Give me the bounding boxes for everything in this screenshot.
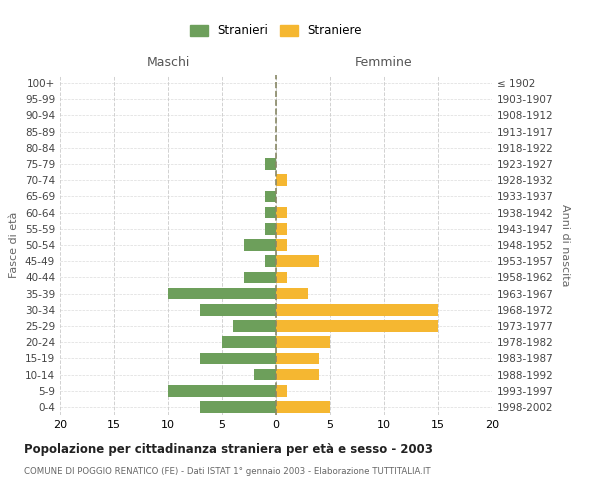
Bar: [276, 401, 330, 412]
Bar: [276, 385, 287, 396]
Bar: [265, 207, 276, 218]
Bar: [276, 256, 319, 267]
Bar: [200, 401, 276, 412]
Bar: [233, 320, 276, 332]
Bar: [168, 288, 276, 300]
Bar: [265, 158, 276, 170]
Y-axis label: Fasce di età: Fasce di età: [10, 212, 19, 278]
Bar: [200, 304, 276, 316]
Bar: [276, 320, 438, 332]
Text: Maschi: Maschi: [146, 56, 190, 68]
Bar: [276, 288, 308, 300]
Text: COMUNE DI POGGIO RENATICO (FE) - Dati ISTAT 1° gennaio 2003 - Elaborazione TUTTI: COMUNE DI POGGIO RENATICO (FE) - Dati IS…: [24, 468, 431, 476]
Bar: [276, 368, 319, 380]
Bar: [200, 352, 276, 364]
Bar: [168, 385, 276, 396]
Text: Femmine: Femmine: [355, 56, 413, 68]
Bar: [276, 239, 287, 251]
Bar: [222, 336, 276, 348]
Bar: [276, 174, 287, 186]
Bar: [265, 190, 276, 202]
Bar: [276, 336, 330, 348]
Bar: [244, 272, 276, 283]
Bar: [276, 223, 287, 234]
Bar: [276, 304, 438, 316]
Bar: [254, 368, 276, 380]
Legend: Stranieri, Straniere: Stranieri, Straniere: [187, 21, 365, 41]
Bar: [276, 352, 319, 364]
Text: Popolazione per cittadinanza straniera per età e sesso - 2003: Popolazione per cittadinanza straniera p…: [24, 442, 433, 456]
Bar: [244, 239, 276, 251]
Bar: [276, 272, 287, 283]
Bar: [265, 223, 276, 234]
Bar: [265, 256, 276, 267]
Y-axis label: Anni di nascita: Anni di nascita: [560, 204, 570, 286]
Bar: [276, 207, 287, 218]
